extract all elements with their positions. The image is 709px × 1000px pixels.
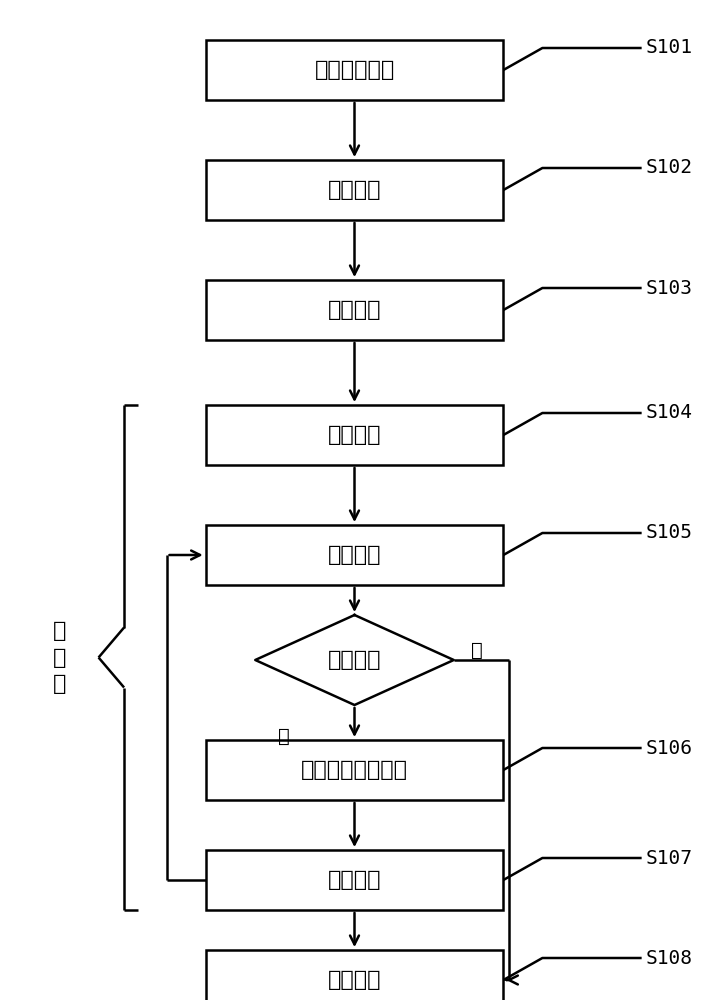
Text: S108: S108 — [645, 948, 692, 968]
Text: 是否合格: 是否合格 — [328, 650, 381, 670]
Text: 精
加
工: 精 加 工 — [53, 621, 66, 694]
Text: S107: S107 — [645, 848, 692, 867]
Bar — [206, 405, 503, 465]
Bar — [206, 280, 503, 340]
Text: S102: S102 — [645, 158, 692, 177]
Bar — [206, 160, 503, 220]
Text: 精度检测: 精度检测 — [328, 545, 381, 565]
Text: 切削加工: 切削加工 — [328, 425, 381, 445]
Bar — [206, 40, 503, 100]
Text: 加工完成: 加工完成 — [328, 970, 381, 990]
Text: 形位精度分析: 形位精度分析 — [314, 60, 395, 80]
Text: 误差综合修正算法: 误差综合修正算法 — [301, 760, 408, 780]
Bar — [206, 950, 503, 1000]
Bar — [206, 525, 503, 585]
Text: 否: 否 — [278, 727, 289, 746]
Text: S101: S101 — [645, 38, 692, 57]
Text: S104: S104 — [645, 403, 692, 422]
Bar — [206, 740, 503, 800]
Text: 补偿加工: 补偿加工 — [328, 870, 381, 890]
Text: 是: 是 — [471, 640, 484, 660]
Bar — [206, 850, 503, 910]
Text: 前序加工: 前序加工 — [328, 300, 381, 320]
Text: S106: S106 — [645, 738, 692, 758]
Text: S103: S103 — [645, 278, 692, 298]
Text: S105: S105 — [645, 524, 692, 542]
Text: 孔系建模: 孔系建模 — [328, 180, 381, 200]
